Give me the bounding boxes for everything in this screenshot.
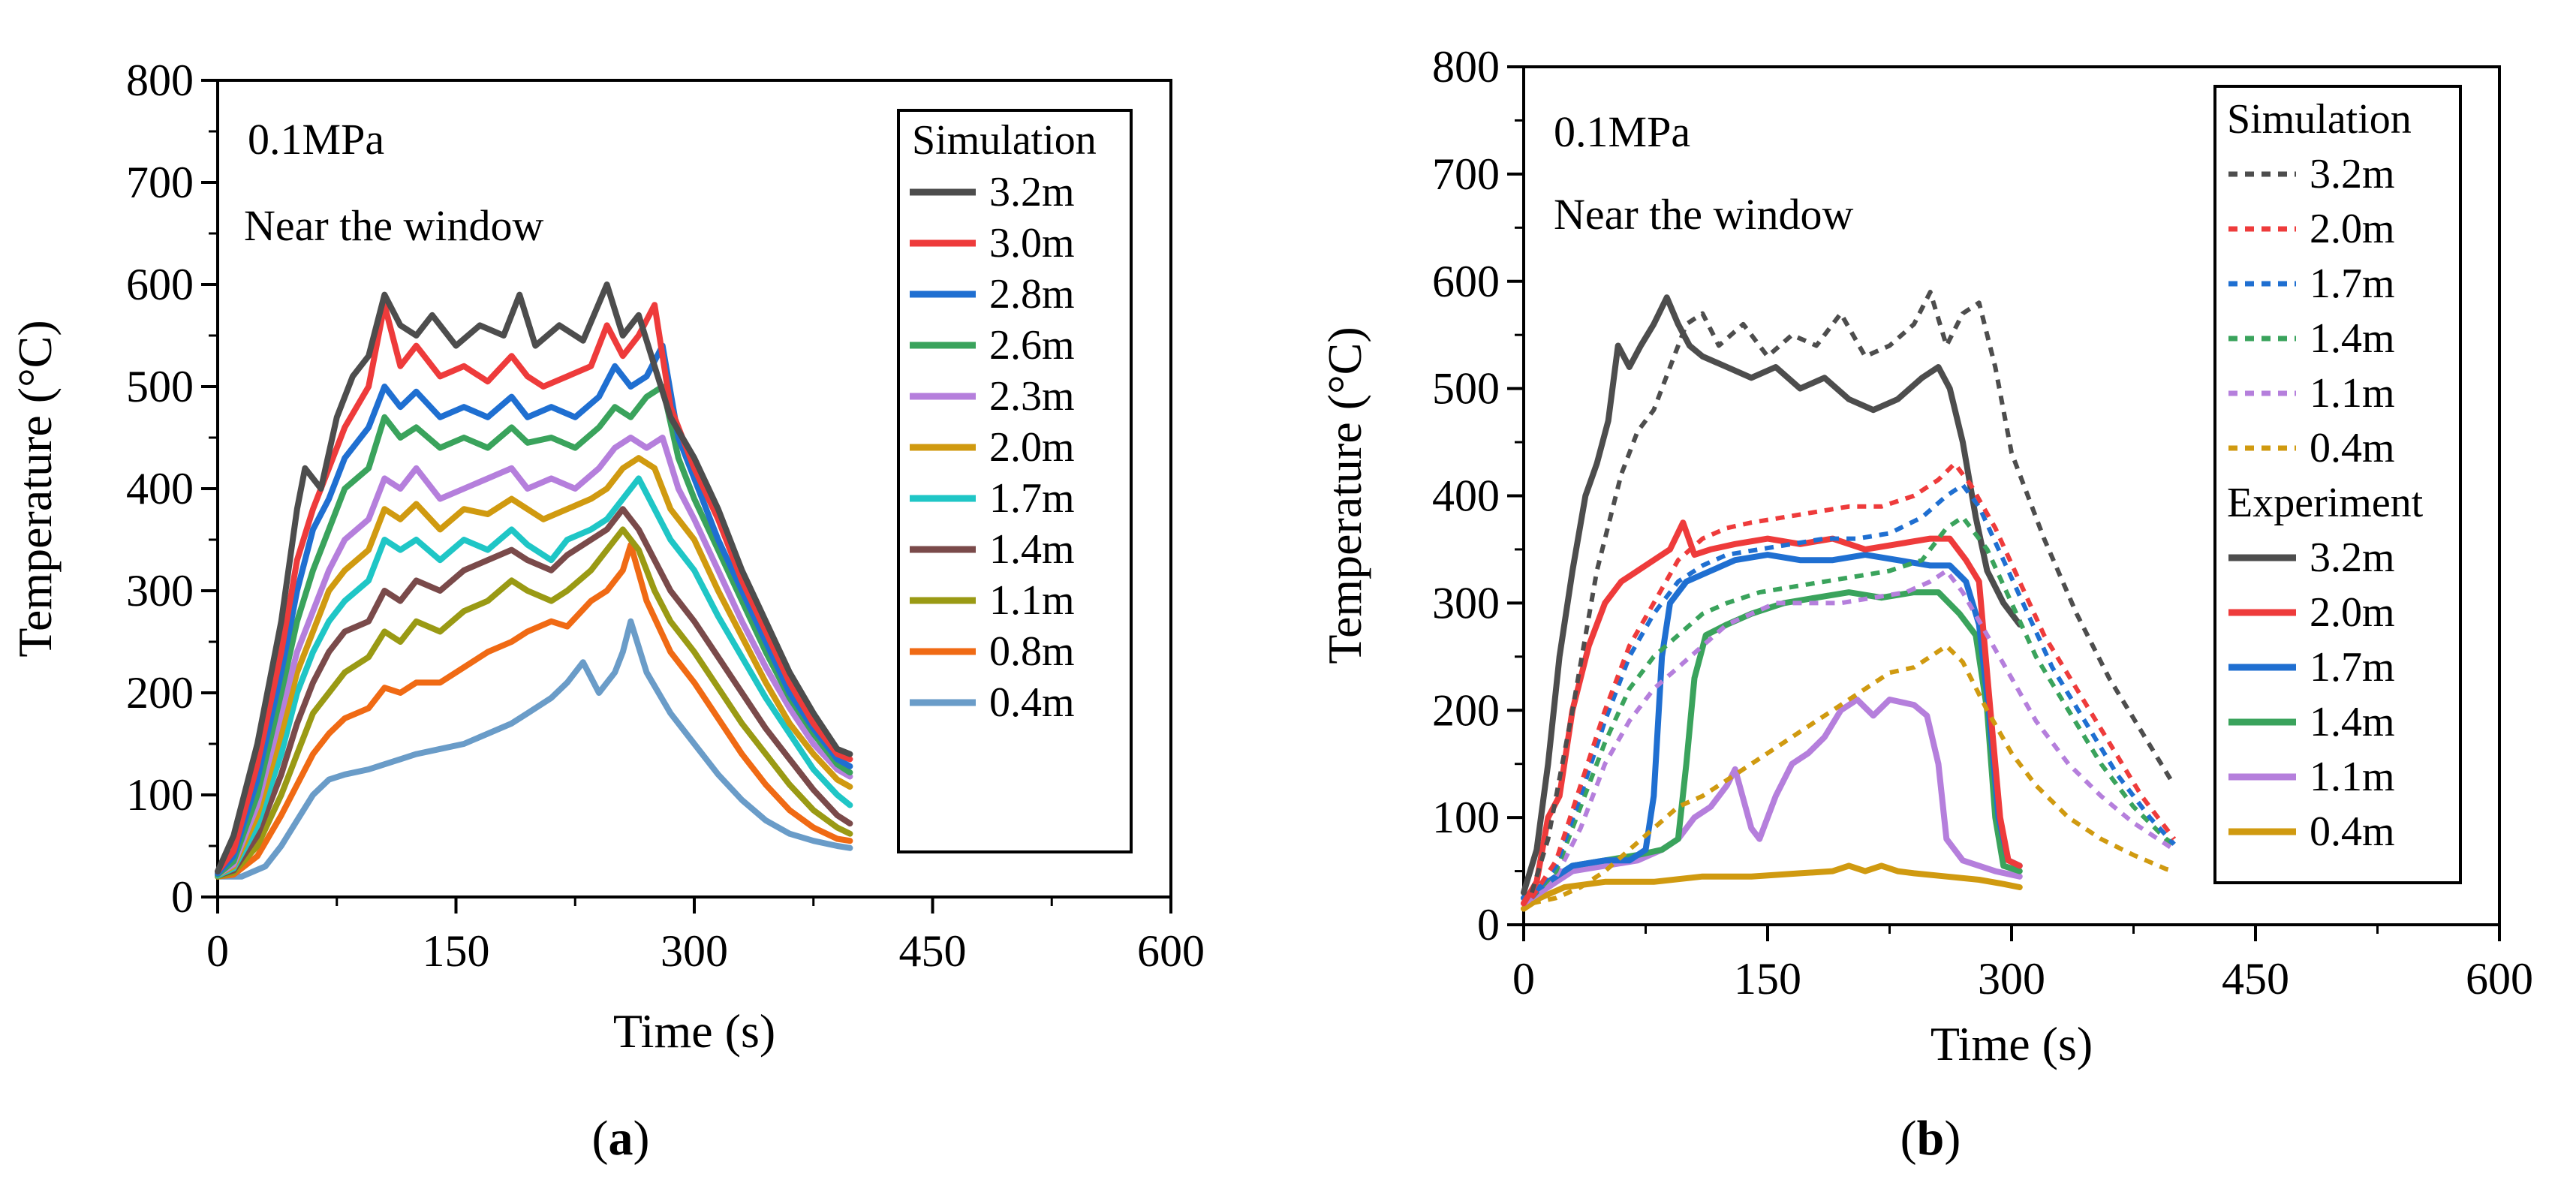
legend-box xyxy=(897,109,1133,853)
y-tick-label: 200 xyxy=(126,668,194,718)
y-tick-label: 600 xyxy=(126,260,194,309)
y-tick-label: 0 xyxy=(171,872,194,922)
legend-label-0-8m: 0.8m xyxy=(989,628,1075,675)
legend-label-experiment-2-0m: 2.0m xyxy=(2310,589,2395,636)
legend-label-simulation-3-2m: 3.2m xyxy=(2310,151,2395,197)
series-line-simulation-1-1m xyxy=(1530,568,2176,900)
legend-label-experiment-3-2m: 3.2m xyxy=(2310,534,2395,581)
legend-label-simulation-1-7m: 1.7m xyxy=(2310,260,2395,307)
legend-label-1-7m: 1.7m xyxy=(989,475,1075,522)
annotation-location-a: Near the window xyxy=(244,201,544,250)
series-line-simulation-2-6m xyxy=(215,384,853,878)
y-tick-label: 800 xyxy=(1432,42,1500,92)
legend-label-simulation-0-4m: 0.4m xyxy=(2310,425,2395,471)
x-tick-label: 300 xyxy=(1978,954,2045,1004)
series-line-experiment-3-2m xyxy=(1521,294,2023,896)
axis-ticks-b: 0 150 300 450 600 0 100 200 300 400 500 600 700 800 xyxy=(1432,42,2533,1004)
legend-label-2-3m: 2.3m xyxy=(989,373,1075,420)
x-tick-label: 300 xyxy=(661,926,728,976)
y-axis-label-a: Temperature (°C) xyxy=(8,320,62,657)
series-line-experiment-2-0m xyxy=(1521,519,2023,907)
y-tick-label: 300 xyxy=(126,566,194,616)
series-line-simulation-3-2m xyxy=(1529,290,2177,893)
x-tick-label: 0 xyxy=(1512,954,1535,1004)
y-tick-label: 200 xyxy=(1432,685,1500,735)
series-line-simulation-2-8m xyxy=(215,342,853,877)
series-group-a xyxy=(215,281,853,880)
series-line-simulation-0-8m xyxy=(215,541,853,880)
legend-b: Simulation 3.2m 2.0m 1.7m 1.4m 1.1m 0.4m Experi… xyxy=(2213,85,2462,884)
series-line-simulation-1-4m xyxy=(1530,515,2176,900)
y-tick-label: 100 xyxy=(126,770,194,820)
series-line-simulation-0-4m xyxy=(215,618,853,880)
legend-label-experiment-1-1m: 1.1m xyxy=(2310,754,2395,800)
annotation-pressure-a: 0.1MPa xyxy=(248,115,384,164)
legend-label-simulation-1-4m: 1.4m xyxy=(2310,315,2395,362)
legend-title: Simulation xyxy=(912,117,1097,164)
y-tick-label: 300 xyxy=(1432,578,1500,628)
legend-label-1-4m: 1.4m xyxy=(989,526,1075,573)
x-tick-label: 600 xyxy=(2466,954,2533,1004)
series-line-simulation-0-4m xyxy=(1531,643,2175,906)
chart-panel-a: 0 150 300 450 600 0 100 200 300 400 500 600 700 800 0… xyxy=(8,56,1205,1058)
panel-caption-a: (a) xyxy=(592,1111,650,1166)
legend-label-experiment-1-4m: 1.4m xyxy=(2310,699,2395,745)
legend-label-2-8m: 2.8m xyxy=(989,271,1075,318)
y-axis-label-b: Temperature (°C) xyxy=(1318,327,1371,664)
y-tick-label: 400 xyxy=(126,464,194,513)
series-line-simulation-2-3m xyxy=(215,435,853,878)
series-line-simulation-3-0m xyxy=(215,302,853,874)
x-tick-label: 0 xyxy=(206,926,229,976)
y-tick-label: 600 xyxy=(1432,257,1500,306)
y-tick-label: 100 xyxy=(1432,793,1500,842)
legend-label-experiment-0-4m: 0.4m xyxy=(2310,808,2395,855)
series-line-simulation-3-2m xyxy=(215,281,853,874)
series-line-simulation-1-4m xyxy=(215,506,853,879)
x-tick-label: 450 xyxy=(899,926,967,976)
chart-panel-b: 0 150 300 450 600 0 100 200 300 400 500 600 700 800 0… xyxy=(1318,42,2533,1070)
annotation-location-b: Near the window xyxy=(1554,190,1854,239)
legend-label-2-6m: 2.6m xyxy=(989,322,1075,369)
y-tick-label: 500 xyxy=(126,362,194,411)
y-tick-label: 0 xyxy=(1477,900,1500,950)
legend-title-experiment: Experiment xyxy=(2227,480,2424,526)
legend-title-simulation: Simulation xyxy=(2227,96,2412,143)
panel-caption-b: (b) xyxy=(1900,1111,1961,1166)
legend-label-3-2m: 3.2m xyxy=(989,169,1075,215)
y-tick-label: 400 xyxy=(1432,471,1500,521)
legend-label-simulation-1-1m: 1.1m xyxy=(2310,370,2395,417)
y-tick-label: 800 xyxy=(126,56,194,105)
panel-caption-a-letter: a xyxy=(609,1111,633,1166)
y-tick-label: 700 xyxy=(1432,149,1500,199)
legend-label-experiment-1-7m: 1.7m xyxy=(2310,644,2395,691)
legend-box xyxy=(2213,85,2462,884)
series-line-simulation-2-0m xyxy=(1530,461,2177,899)
series-group-b xyxy=(1521,290,2177,912)
legend-label-1-1m: 1.1m xyxy=(989,577,1075,624)
legend-label-0-4m: 0.4m xyxy=(989,679,1075,726)
x-tick-label: 150 xyxy=(1734,954,1801,1004)
legend-label-2-0m: 2.0m xyxy=(989,424,1075,471)
series-line-simulation-1-7m xyxy=(215,475,853,879)
x-tick-label: 450 xyxy=(2222,954,2289,1004)
x-tick-label: 150 xyxy=(423,926,490,976)
series-line-simulation-1-1m xyxy=(215,526,853,880)
series-line-simulation-1-7m xyxy=(1530,483,2176,900)
series-line-experiment-0-4m xyxy=(1521,862,2023,912)
panel-caption-b-letter: b xyxy=(1917,1111,1945,1166)
series-line-simulation-2-0m xyxy=(215,455,853,878)
legend-label-3-0m: 3.0m xyxy=(989,220,1075,266)
axis-ticks-a: 0 150 300 450 600 0 100 200 300 400 500 600 700 800 xyxy=(126,56,1205,976)
annotation-pressure-b: 0.1MPa xyxy=(1554,107,1690,156)
y-tick-label: 500 xyxy=(1432,364,1500,414)
x-tick-label: 600 xyxy=(1137,926,1205,976)
legend-a: Simulation3.2m3.0m2.8m2.6m2.3m2.0m1.7m1.… xyxy=(897,109,1133,853)
x-axis-label-a: Time (s) xyxy=(613,1004,775,1058)
x-axis-label-b: Time (s) xyxy=(1930,1017,2093,1070)
legend-label-simulation-2-0m: 2.0m xyxy=(2310,206,2395,252)
y-tick-label: 700 xyxy=(126,158,194,207)
